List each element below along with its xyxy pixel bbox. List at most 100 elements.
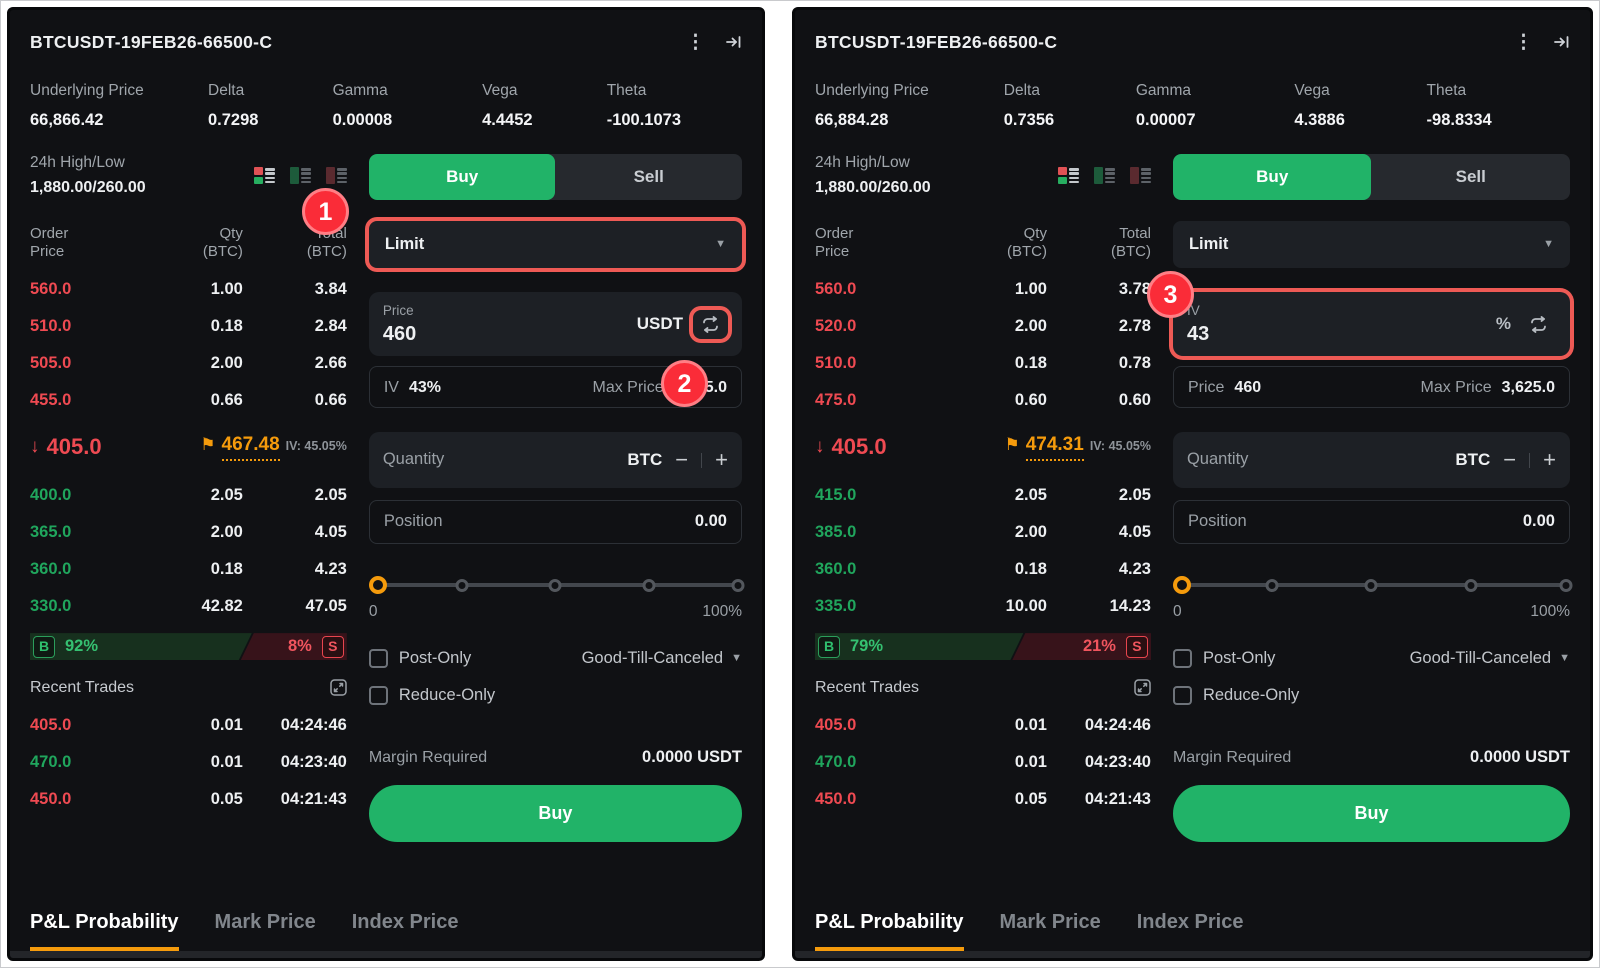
- minus-icon[interactable]: −: [1503, 447, 1517, 473]
- quantity-slider[interactable]: [1172, 576, 1573, 595]
- quantity-input-card[interactable]: Quantity BTC − +: [1172, 432, 1570, 489]
- quantity-input-card[interactable]: Quantity BTC − +: [368, 432, 742, 489]
- greek-label: Gamma: [332, 82, 388, 99]
- plus-icon[interactable]: +: [715, 447, 728, 473]
- tab-index-price[interactable]: Index Price: [1136, 911, 1244, 933]
- book-view-asks-icon[interactable]: [1129, 167, 1151, 185]
- book-view-asks-icon[interactable]: [325, 167, 347, 185]
- time-in-force-select[interactable]: Good-Till-Canceled ▼: [1409, 648, 1570, 667]
- post-only-checkbox[interactable]: Post-Only: [368, 649, 471, 669]
- sell-ratio-pct: 8%: [287, 636, 312, 655]
- expand-icon[interactable]: [1134, 679, 1151, 697]
- book-view-both-icon[interactable]: [1057, 167, 1079, 185]
- slider-dot[interactable]: [1464, 578, 1478, 592]
- slider-dot[interactable]: [1559, 578, 1573, 592]
- bid-row[interactable]: 360.0 0.18 4.23: [30, 551, 347, 588]
- book-view-bids-icon[interactable]: [289, 167, 311, 185]
- bid-row[interactable]: 360.0 0.18 4.23: [815, 551, 1151, 588]
- slider-dot[interactable]: [731, 578, 745, 592]
- price-input-card[interactable]: Price 460 USDT: [368, 292, 742, 357]
- bid-row[interactable]: 330.0 42.82 47.05: [30, 588, 347, 625]
- order-type-select[interactable]: Limit ▼: [368, 221, 742, 269]
- kebab-menu-icon[interactable]: ⋮: [1514, 31, 1533, 53]
- ask-row[interactable]: 520.0 2.00 2.78: [815, 308, 1151, 345]
- slider-dot[interactable]: [548, 578, 562, 592]
- bid-row[interactable]: 415.0 2.05 2.05: [815, 477, 1151, 514]
- position-row: Position 0.00: [368, 500, 742, 545]
- order-book-header: Order Price Qty (BTC) Total (BTC): [815, 225, 1151, 261]
- bid-row[interactable]: 400.0 2.05 2.05: [30, 477, 347, 514]
- iv-input[interactable]: 43: [1186, 322, 1210, 345]
- bid-row[interactable]: 335.0 10.00 14.23: [815, 588, 1151, 625]
- tab-sell[interactable]: Sell: [633, 167, 664, 187]
- slider-dot[interactable]: [455, 578, 469, 592]
- reduce-only-checkbox[interactable]: Reduce-Only: [368, 686, 495, 706]
- side-tabs: Buy Sell: [1172, 154, 1570, 201]
- time-in-force-select[interactable]: Good-Till-Canceled ▼: [581, 648, 742, 667]
- buy-submit-button[interactable]: Buy: [368, 785, 742, 843]
- price-iv-swap-icon[interactable]: [693, 310, 728, 339]
- tab-pnl-probability[interactable]: P&L Probability: [30, 910, 179, 951]
- chart-tabs: P&L Probability Mark Price Index Price: [815, 902, 1570, 951]
- recent-trades-list: 405.0 0.01 04:24:46 470.0 0.01 04:23:40 …: [815, 707, 1151, 818]
- tab-sell[interactable]: Sell: [1455, 167, 1486, 187]
- slider-handle[interactable]: [368, 576, 387, 595]
- book-view-both-icon[interactable]: [253, 167, 275, 185]
- slider-dot[interactable]: [1364, 578, 1378, 592]
- quantity-slider[interactable]: [368, 576, 745, 595]
- tab-index-price[interactable]: Index Price: [351, 911, 459, 933]
- slider-dot[interactable]: [642, 578, 656, 592]
- tab-mark-price[interactable]: Mark Price: [999, 911, 1101, 933]
- ask-row[interactable]: 475.0 0.60 0.60: [815, 382, 1151, 419]
- mark-price-value[interactable]: 467.48: [221, 434, 280, 461]
- slider-dot[interactable]: [1265, 578, 1279, 592]
- expand-icon[interactable]: [330, 679, 347, 697]
- checkbox-icon[interactable]: [368, 649, 388, 669]
- trade-price: 470.0: [30, 752, 72, 771]
- tab-buy[interactable]: Buy: [1172, 154, 1372, 201]
- bid-row[interactable]: 365.0 2.00 4.05: [30, 514, 347, 551]
- trade-qty: 0.01: [1014, 715, 1047, 734]
- collapse-right-icon[interactable]: [1553, 34, 1570, 50]
- order-type-select[interactable]: Limit ▼: [1172, 221, 1570, 269]
- mark-price-value[interactable]: 474.31: [1025, 434, 1084, 461]
- price-label: Price: [1187, 378, 1225, 396]
- price-iv-swap-icon[interactable]: [1521, 310, 1556, 339]
- minus-icon[interactable]: −: [675, 447, 689, 473]
- greek-value: 4.4452: [482, 110, 533, 129]
- slider-handle[interactable]: [1172, 576, 1191, 595]
- last-price-row[interactable]: ↓ 405.0 ⚑ 467.48 IV: 45.05%: [30, 421, 347, 473]
- trade-price: 450.0: [30, 789, 72, 808]
- buy-submit-button[interactable]: Buy: [1172, 785, 1570, 843]
- book-view-bids-icon[interactable]: [1093, 167, 1115, 185]
- tab-buy[interactable]: Buy: [368, 154, 556, 201]
- ask-price: 520.0: [815, 316, 857, 335]
- collapse-right-icon[interactable]: [725, 34, 742, 50]
- last-price-row[interactable]: ↓ 405.0 ⚑ 474.31 IV: 45.05%: [815, 421, 1151, 473]
- ask-row[interactable]: 505.0 2.00 2.66: [30, 345, 347, 382]
- ask-row[interactable]: 455.0 0.66 0.66: [30, 382, 347, 419]
- ask-row[interactable]: 560.0 1.00 3.84: [30, 271, 347, 308]
- margin-required-row: Margin Required 0.0000 USDT: [369, 748, 742, 768]
- iv-input-card[interactable]: IV 43 %: [1172, 292, 1570, 357]
- ask-row[interactable]: 510.0 0.18 2.84: [30, 308, 347, 345]
- recent-trades-title: Recent Trades: [815, 679, 920, 697]
- plus-icon[interactable]: +: [1543, 447, 1556, 473]
- trade-time: 04:24:46: [1084, 715, 1151, 734]
- post-only-checkbox[interactable]: Post-Only: [1172, 649, 1275, 669]
- reduce-only-checkbox[interactable]: Reduce-Only: [1172, 686, 1299, 706]
- ask-row[interactable]: 510.0 0.18 0.78: [815, 345, 1151, 382]
- checkbox-icon[interactable]: [368, 686, 388, 706]
- bid-price: 365.0: [30, 522, 72, 541]
- ask-row[interactable]: 560.0 1.00 3.78: [815, 271, 1151, 308]
- tab-pnl-probability[interactable]: P&L Probability: [815, 910, 964, 951]
- kebab-menu-icon[interactable]: ⋮: [686, 31, 705, 53]
- tab-mark-price[interactable]: Mark Price: [214, 911, 316, 933]
- checkbox-icon[interactable]: [1172, 649, 1192, 669]
- ask-qty: 2.00: [1014, 316, 1047, 335]
- bid-row[interactable]: 385.0 2.00 4.05: [815, 514, 1151, 551]
- panel-bottom-strip: [795, 951, 1590, 958]
- price-unit: USDT: [636, 314, 683, 334]
- checkbox-icon[interactable]: [1172, 686, 1192, 706]
- price-input[interactable]: 460: [382, 322, 417, 345]
